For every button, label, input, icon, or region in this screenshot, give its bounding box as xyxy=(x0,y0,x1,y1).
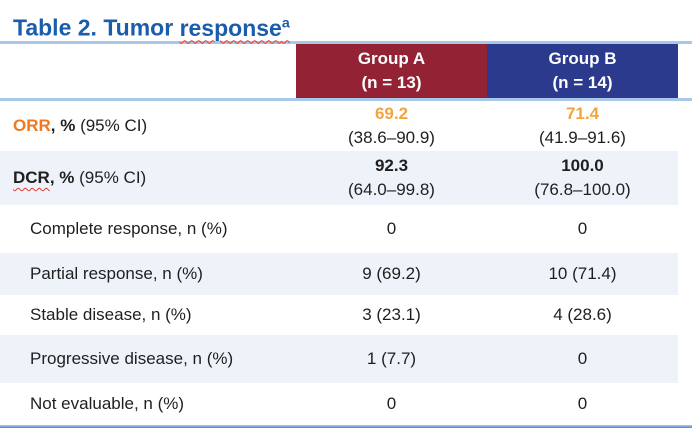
orr-group-b-cell: 71.4 (41.9–91.6) xyxy=(487,101,678,151)
row-label-progressive-disease: Progressive disease, n (%) xyxy=(30,349,234,368)
partial-response-group-b: 10 (71.4) xyxy=(548,264,617,283)
table-row-partial-response: Partial response, n (%) 9 (69.2) 10 (71.… xyxy=(0,253,678,295)
table-title-word: response xyxy=(179,14,282,41)
row-label-stable-disease: Stable disease, n (%) xyxy=(30,305,192,324)
table-row-not-evaluable: Not evaluable, n (%) 0 0 xyxy=(0,383,678,425)
row-label-dcr: DCR, % (95% CI) xyxy=(0,151,296,205)
complete-response-group-a: 0 xyxy=(386,219,397,238)
progressive-disease-group-b: 0 xyxy=(577,349,588,368)
not-evaluable-group-b: 0 xyxy=(577,394,588,413)
table-bottom-border-line xyxy=(0,425,692,428)
orr-acronym: ORR xyxy=(13,116,51,135)
orr-suffix: , % xyxy=(50,116,76,135)
group-a-name: Group A xyxy=(357,49,426,68)
orr-group-b-ci: (41.9–91.6) xyxy=(539,128,626,147)
not-evaluable-group-a: 0 xyxy=(386,394,397,413)
dcr-group-b-ci: (76.8–100.0) xyxy=(534,180,631,199)
table-row-dcr: DCR, % (95% CI) 92.3 (64.0–99.8) 100.0 (… xyxy=(0,151,678,205)
row-label-complete-response: Complete response, n (%) xyxy=(30,219,228,238)
table-row-stable-disease: Stable disease, n (%) 3 (23.1) 4 (28.6) xyxy=(0,295,678,335)
dcr-group-a-cell: 92.3 (64.0–99.8) xyxy=(296,151,487,205)
table-title: Table 2. Tumor responsea xyxy=(0,0,696,41)
orr-group-a-ci: (38.6–90.9) xyxy=(348,128,435,147)
partial-response-group-a: 9 (69.2) xyxy=(362,264,421,283)
dcr-group-b-cell: 100.0 (76.8–100.0) xyxy=(487,151,678,205)
dcr-ci-label: (95% CI) xyxy=(74,168,147,187)
header-spacer xyxy=(0,44,296,98)
dcr-group-a-value: 92.3 xyxy=(374,156,409,175)
table-row-orr: ORR, % (95% CI) 69.2 (38.6–90.9) 71.4 (4… xyxy=(0,101,678,151)
row-label-partial-response: Partial response, n (%) xyxy=(30,264,203,283)
column-header-group-a: Group A (n = 13) xyxy=(296,44,487,98)
table-row-complete-response: Complete response, n (%) 0 0 xyxy=(0,205,678,253)
table-title-word-response: responsea xyxy=(180,15,290,41)
stable-disease-group-a: 3 (23.1) xyxy=(362,305,421,324)
title-footnote-superscript: a xyxy=(281,15,290,31)
stable-disease-group-b: 4 (28.6) xyxy=(553,305,612,324)
orr-group-a-cell: 69.2 (38.6–90.9) xyxy=(296,101,487,151)
row-label-orr: ORR, % (95% CI) xyxy=(0,101,296,151)
progressive-disease-group-a: 1 (7.7) xyxy=(366,349,417,368)
table-row-progressive-disease: Progressive disease, n (%) 1 (7.7) 0 xyxy=(0,335,678,383)
header-divider-line xyxy=(0,98,692,101)
dcr-group-b-value: 100.0 xyxy=(561,156,604,175)
dcr-group-a-ci: (64.0–99.8) xyxy=(348,180,435,199)
table-title-prefix: Table 2. Tumor xyxy=(13,14,180,41)
orr-group-a-value: 69.2 xyxy=(374,104,409,123)
table-header-row: Group A (n = 13) Group B (n = 14) xyxy=(0,44,696,98)
orr-group-b-value: 71.4 xyxy=(565,104,600,123)
group-a-n: (n = 13) xyxy=(361,73,422,92)
row-label-not-evaluable: Not evaluable, n (%) xyxy=(30,394,185,413)
dcr-suffix: , % xyxy=(49,168,75,187)
group-b-n: (n = 14) xyxy=(552,73,613,92)
dcr-acronym: DCR xyxy=(13,168,50,187)
complete-response-group-b: 0 xyxy=(577,219,588,238)
group-b-name: Group B xyxy=(548,49,617,68)
title-divider-line xyxy=(0,41,692,44)
orr-ci-label: (95% CI) xyxy=(75,116,148,135)
column-header-group-b: Group B (n = 14) xyxy=(487,44,678,98)
